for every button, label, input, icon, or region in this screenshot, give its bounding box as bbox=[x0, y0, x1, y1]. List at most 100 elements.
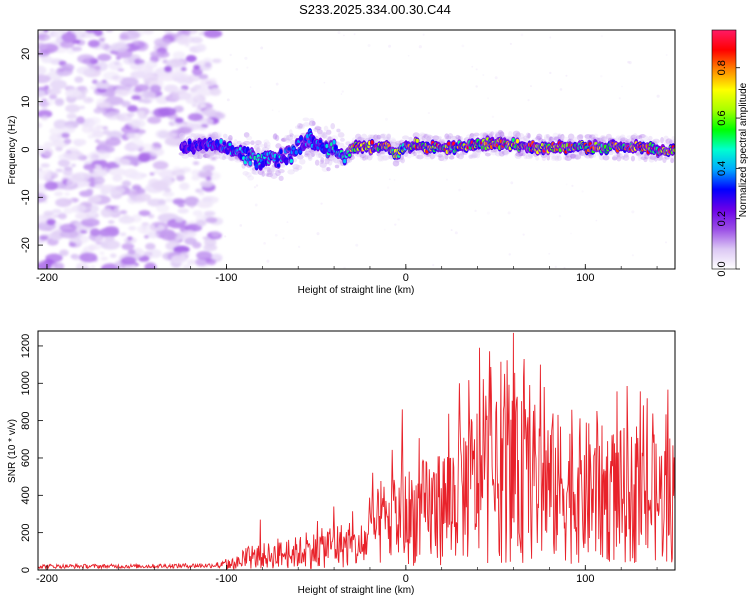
noise-blob bbox=[198, 32, 205, 36]
signal-halo-blob bbox=[320, 131, 328, 139]
noise-blob bbox=[124, 143, 141, 152]
signal-halo-blob bbox=[359, 153, 367, 158]
spectrogram-signal-band bbox=[178, 117, 675, 182]
noise-blob bbox=[157, 107, 177, 117]
faint-dot bbox=[618, 97, 621, 100]
signal-halo-blob bbox=[359, 154, 365, 160]
signal-halo-blob bbox=[576, 134, 584, 141]
signal-halo-blob bbox=[194, 154, 201, 159]
signal-core-blob bbox=[294, 150, 298, 155]
signal-halo-blob bbox=[479, 132, 487, 138]
snr-frame bbox=[37, 330, 676, 571]
faint-dot bbox=[260, 46, 264, 50]
faint-dot bbox=[549, 71, 552, 75]
snr-y-tick-label: 200 bbox=[20, 523, 32, 541]
snr-y-label: SNR (10 * v/v) bbox=[7, 419, 18, 483]
signal-halo-blob bbox=[473, 132, 480, 137]
noise-blob bbox=[135, 129, 146, 135]
faint-dot bbox=[255, 184, 259, 187]
noise-blob bbox=[145, 60, 158, 69]
signal-halo-blob bbox=[290, 134, 297, 139]
faint-dot bbox=[549, 36, 552, 39]
noise-blob bbox=[205, 176, 212, 181]
faint-dot bbox=[571, 184, 574, 187]
signal-halo-blob bbox=[484, 152, 491, 157]
signal-halo-blob bbox=[236, 140, 242, 145]
signal-halo-blob bbox=[519, 137, 527, 142]
noise-blob bbox=[200, 78, 216, 87]
faint-dot bbox=[656, 94, 660, 98]
noise-blob bbox=[129, 172, 146, 180]
signal-halo-blob bbox=[431, 152, 437, 158]
noise-blob bbox=[86, 153, 101, 160]
noise-blob bbox=[60, 40, 75, 49]
faint-dot bbox=[570, 232, 572, 235]
signal-halo-blob bbox=[596, 137, 604, 142]
signal-halo-blob bbox=[361, 133, 368, 140]
faint-dot bbox=[249, 86, 252, 88]
faint-dot bbox=[274, 233, 278, 237]
noise-blob bbox=[61, 132, 70, 139]
signal-halo-blob bbox=[546, 153, 551, 161]
signal-core-blob bbox=[415, 138, 419, 143]
signal-halo-blob bbox=[376, 151, 381, 157]
noise-blob bbox=[54, 191, 64, 197]
noise-blob bbox=[100, 207, 113, 218]
signal-halo-blob bbox=[319, 159, 324, 165]
noise-blob bbox=[81, 88, 89, 94]
signal-halo-blob bbox=[319, 162, 327, 168]
faint-dot bbox=[548, 252, 551, 255]
signal-halo-blob bbox=[496, 150, 503, 155]
signal-halo-blob bbox=[207, 150, 215, 156]
signal-halo-blob bbox=[289, 133, 294, 137]
noise-blob bbox=[79, 252, 98, 263]
faint-dot bbox=[474, 209, 477, 213]
noise-blob bbox=[74, 76, 84, 83]
signal-halo-blob bbox=[337, 131, 345, 138]
noise-blob bbox=[44, 85, 50, 89]
noise-blob bbox=[38, 262, 51, 269]
noise-blob bbox=[62, 169, 73, 176]
signal-halo-blob bbox=[598, 154, 605, 161]
faint-dot bbox=[627, 60, 630, 64]
signal-halo-blob bbox=[211, 133, 216, 138]
noise-blob bbox=[159, 72, 176, 82]
signal-halo-blob bbox=[243, 140, 251, 146]
noise-blob bbox=[203, 244, 218, 252]
noise-blob bbox=[44, 181, 59, 191]
signal-halo-blob bbox=[307, 154, 313, 161]
signal-halo-blob bbox=[446, 135, 452, 140]
signal-halo-blob bbox=[626, 135, 633, 139]
signal-halo-blob bbox=[191, 133, 197, 138]
noise-blob bbox=[119, 77, 139, 88]
signal-halo-blob bbox=[447, 133, 454, 139]
signal-halo-blob bbox=[202, 154, 209, 159]
noise-blob bbox=[94, 183, 105, 189]
noise-blob bbox=[76, 204, 87, 213]
faint-dot bbox=[631, 210, 635, 214]
noise-blob bbox=[140, 228, 147, 234]
signal-halo-blob bbox=[426, 136, 432, 143]
faint-dot bbox=[664, 241, 667, 244]
noise-blob bbox=[119, 210, 128, 215]
faint-dot bbox=[254, 203, 258, 207]
signal-halo-blob bbox=[560, 134, 565, 139]
noise-blob bbox=[87, 196, 99, 204]
noise-blob bbox=[147, 116, 162, 124]
signal-halo-blob bbox=[274, 134, 280, 141]
signal-halo-blob bbox=[333, 157, 340, 164]
snr-x-tick-label: 0 bbox=[403, 573, 409, 585]
signal-halo-blob bbox=[200, 149, 206, 154]
signal-halo-blob bbox=[515, 132, 521, 139]
faint-dot bbox=[340, 93, 343, 95]
noise-blob bbox=[177, 208, 189, 214]
signal-halo-blob bbox=[640, 156, 647, 161]
noise-blob bbox=[138, 153, 151, 163]
noise-blob bbox=[142, 98, 152, 104]
noise-blob bbox=[99, 251, 105, 256]
snr-x-tick-label: -100 bbox=[215, 573, 237, 585]
faint-dot bbox=[559, 88, 563, 91]
faint-dot bbox=[475, 68, 478, 71]
noise-blob bbox=[76, 66, 96, 75]
